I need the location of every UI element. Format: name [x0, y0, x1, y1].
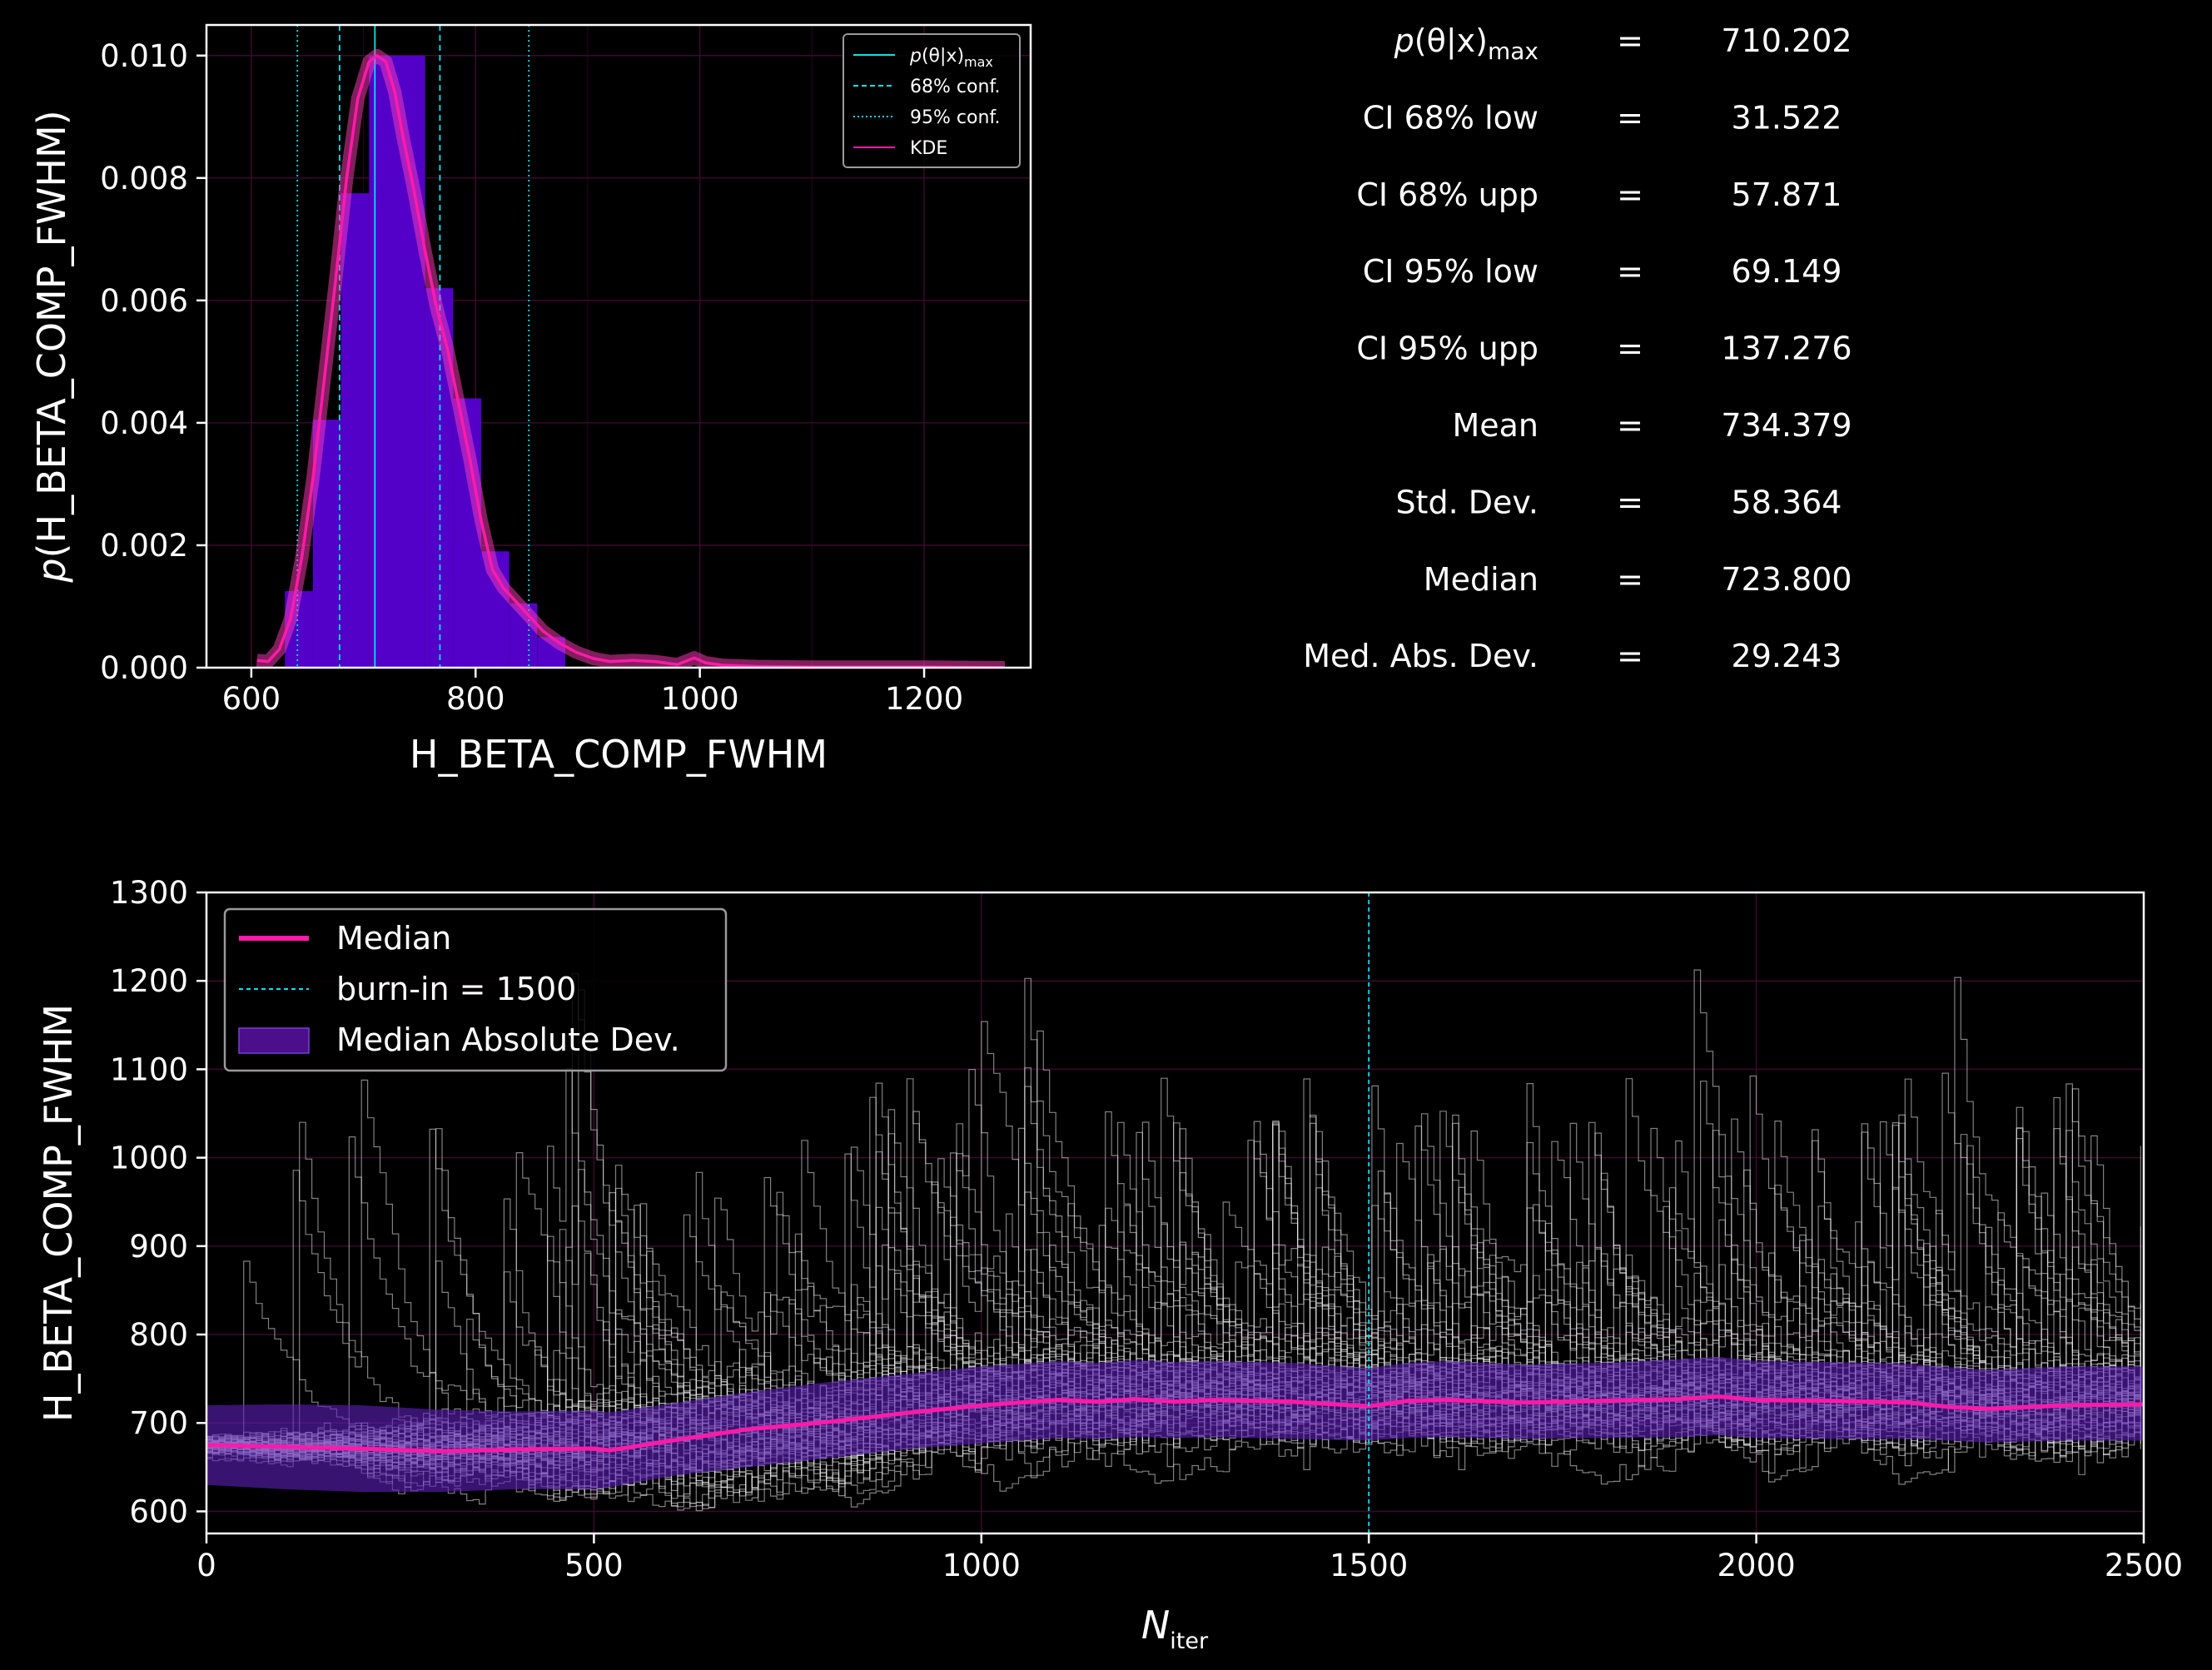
mad-band-group [206, 1356, 2144, 1493]
stat-value: 734.379 [1721, 407, 1852, 444]
trace-legend: Median burn-in = 1500 Median Absolute Dev. [223, 907, 728, 1072]
stat-value: 137.276 [1721, 331, 1852, 367]
trace-y-tick-label: 700 [129, 1405, 188, 1441]
stat-value: 69.149 [1732, 253, 1842, 290]
stat-equals: = [1617, 484, 1643, 520]
stat-equals: = [1617, 253, 1643, 290]
median-line [206, 1394, 2144, 1454]
stat-label: CI 68% low [1363, 99, 1538, 136]
stat-value: 723.800 [1721, 561, 1852, 598]
stat-equals: = [1617, 22, 1643, 59]
histogram-y-tick-label: 0.008 [100, 161, 188, 196]
trace-y-tick-label: 1300 [110, 875, 188, 911]
stat-equals: = [1617, 176, 1643, 213]
trace-x-tick-label: 2000 [1717, 1548, 1796, 1583]
stat-label: Std. Dev. [1395, 484, 1538, 520]
stat-label: CI 95% upp [1356, 331, 1538, 367]
trace-axes-frame [205, 891, 2145, 1535]
histogram-legend-label: 68% conf. [910, 77, 1001, 97]
stat-value: 58.364 [1732, 484, 1842, 520]
kde-line [256, 54, 1006, 668]
stat-value: 710.202 [1721, 22, 1852, 59]
trace-legend-box [223, 907, 728, 1072]
stat-label: Med. Abs. Dev. [1303, 638, 1538, 674]
histogram-y-axis-label: p(H_BETA_COMP_FWHM) [29, 110, 74, 583]
histogram-y-tick-label: 0.002 [100, 528, 188, 564]
histogram-bar [369, 55, 397, 668]
trace-y-tick-label: 900 [129, 1229, 188, 1265]
histogram-y-tick-label: 0.010 [100, 38, 188, 74]
histogram-y-ticks: 0.000 0.002 0.004 0.006 0.008 0.010 [100, 38, 206, 686]
kde-curve-group [256, 48, 1006, 668]
trace-x-axis-label: Niter [1141, 1603, 1209, 1654]
stat-equals: = [1617, 561, 1643, 598]
histogram-y-tick-label: 0.006 [100, 283, 188, 319]
stat-label: Median [1424, 561, 1538, 598]
trace-y-tick-label: 1100 [110, 1051, 188, 1087]
histogram-x-tick-label: 800 [446, 681, 505, 717]
trace-y-axis-label: H_BETA_COMP_FWHM [36, 1004, 81, 1422]
histogram-panel: 600 800 1000 1200 0.000 0.002 0.004 0.006 0.008… [29, 23, 1032, 777]
trace-y-tick-label: 600 [129, 1494, 188, 1529]
median-line-group [206, 1394, 2144, 1454]
stat-value: 57.871 [1732, 176, 1842, 213]
stat-label: Mean [1452, 407, 1538, 444]
trace-x-tick-label: 1000 [942, 1548, 1021, 1583]
trace-y-tick-label: 1000 [110, 1141, 188, 1176]
trace-panel: 0 500 1000 1500 2000 2500 600 700 800 900 1000 110… [36, 875, 2183, 1654]
stat-label: CI 68% upp [1356, 176, 1538, 213]
trace-legend-label: Median [336, 920, 451, 957]
trace-y-tick-label: 1200 [110, 963, 188, 999]
histogram-y-tick-label: 0.004 [100, 405, 188, 441]
stat-equals: = [1617, 407, 1643, 444]
histogram-bars [285, 55, 566, 668]
stat-equals: = [1617, 331, 1643, 367]
stat-value: 31.522 [1732, 99, 1842, 136]
trace-x-tick-label: 1500 [1330, 1548, 1408, 1583]
stat-label: p(θ|x)max [1394, 22, 1538, 65]
histogram-legend-label: p(θ|x)max [909, 46, 993, 70]
histogram-bar [340, 193, 370, 668]
stat-label: CI 95% low [1363, 253, 1538, 290]
stat-value: 29.243 [1732, 638, 1842, 674]
trace-x-tick-label: 2500 [2105, 1548, 2183, 1583]
histogram-x-tick-label: 1200 [885, 681, 963, 717]
histogram-legend-label: 95% conf. [910, 107, 1001, 128]
trace-x-tick-label: 0 [196, 1548, 216, 1583]
trace-x-tick-label: 500 [564, 1548, 624, 1583]
histogram-y-tick-label: 0.000 [100, 650, 188, 686]
histogram-axes-frame [205, 23, 1032, 669]
histogram-x-tick-label: 1000 [661, 681, 739, 717]
statistics-table: p(θ|x)max = 710.202 CI 68% low = 31.522 CI 68%… [1303, 22, 1852, 674]
histogram-x-ticks: 600 800 1000 1200 [222, 668, 963, 717]
histogram-legend-box [843, 33, 1021, 168]
histogram-legend: p(θ|x)max 68% conf. 95% conf. KDE [843, 33, 1021, 168]
trace-legend-label: Median Absolute Dev. [336, 1021, 680, 1058]
stat-equals: = [1617, 99, 1643, 136]
histogram-x-tick-label: 600 [222, 681, 281, 717]
trace-legend-swatch [238, 1027, 310, 1054]
histogram-legend-label: KDE [910, 138, 947, 159]
trace-x-ticks: 0 500 1000 1500 2000 2500 [196, 1533, 2183, 1583]
trace-legend-label: burn-in = 1500 [336, 971, 576, 1007]
mad-band [206, 1356, 2144, 1493]
trace-y-tick-label: 800 [129, 1317, 188, 1353]
stat-equals: = [1617, 638, 1643, 674]
histogram-x-axis-label: H_BETA_COMP_FWHM [410, 732, 828, 777]
trace-y-ticks: 600 700 800 900 1000 1100 1200 1300 [110, 875, 206, 1529]
